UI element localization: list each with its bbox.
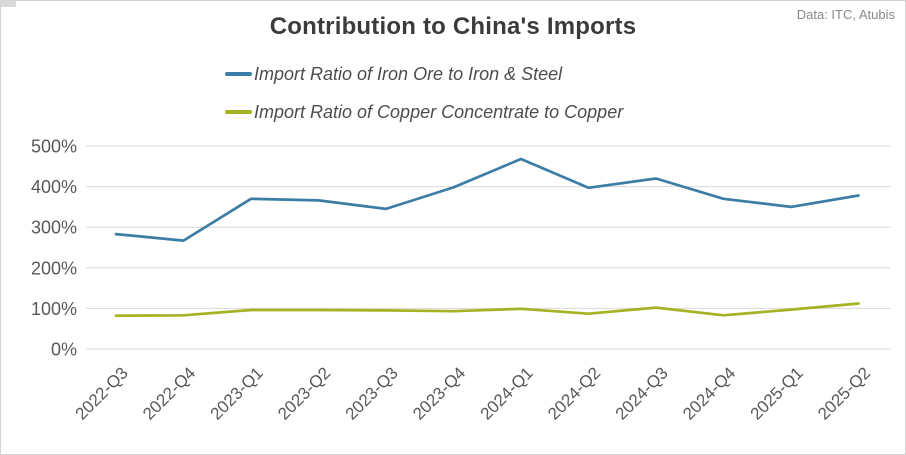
chart-legend: Import Ratio of Iron Ore to Iron & Steel… — [225, 61, 623, 137]
legend-line-swatch-copper — [225, 110, 252, 114]
y-axis-tick-label: 400% — [31, 177, 77, 197]
chart-title: Contribution to China's Imports — [269, 13, 637, 40]
legend-item-iron-ore: Import Ratio of Iron Ore to Iron & Steel — [225, 61, 623, 87]
y-axis-tick-label: 200% — [31, 258, 77, 278]
legend-line-swatch-iron-ore — [225, 72, 252, 76]
series-line-iron-ore — [114, 157, 860, 242]
data-source-label: Data: ITC, Atubis — [796, 7, 895, 22]
x-axis-tick-label: 2023-Q3 — [342, 363, 402, 423]
x-axis-tick-label: 2023-Q1 — [207, 363, 267, 423]
x-axis-tick-label: 2022-Q3 — [72, 363, 132, 423]
y-axis-tick-label: 300% — [31, 218, 77, 238]
x-axis-tick-label: 2025-Q1 — [747, 363, 807, 423]
x-axis-tick-label: 2024-Q2 — [544, 363, 604, 423]
series-line-copper — [114, 302, 860, 318]
x-axis-tick-label: 2023-Q2 — [274, 363, 334, 423]
y-axis-tick-label: 0% — [51, 340, 77, 360]
legend-label-iron-ore: Import Ratio of Iron Ore to Iron & Steel — [254, 63, 563, 84]
x-axis-tick-label: 2024-Q3 — [612, 363, 672, 423]
y-axis-tick-label: 500% — [31, 137, 77, 157]
legend-item-copper: Import Ratio of Copper Concentrate to Co… — [225, 99, 623, 125]
x-axis-tick-label: 2024-Q1 — [477, 363, 537, 423]
x-axis-tick-label: 2025-Q2 — [814, 363, 874, 423]
y-axis-tick-label: 100% — [31, 299, 77, 319]
legend-label-copper: Import Ratio of Copper Concentrate to Co… — [254, 101, 624, 122]
x-axis-tick-label: 2024-Q4 — [679, 363, 739, 423]
corner-tab — [1, 1, 16, 7]
x-axis-tick-label: 2022-Q4 — [139, 363, 199, 423]
x-axis-tick-label: 2023-Q4 — [409, 363, 469, 423]
